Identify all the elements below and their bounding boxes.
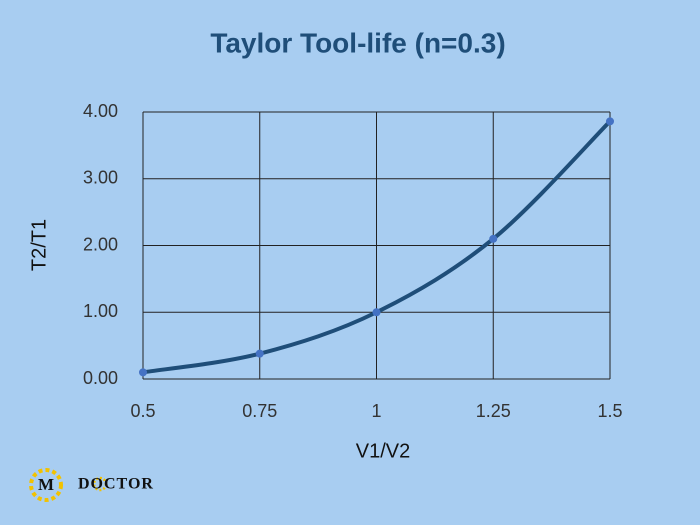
- logo-gear-small: [92, 476, 108, 492]
- data-point: [606, 117, 614, 126]
- x-tick-label: 1.5: [597, 401, 622, 421]
- y-tick-label: 2.00: [83, 234, 118, 254]
- x-tick-label: 1: [371, 401, 381, 421]
- y-axis-label: T2/T1: [28, 219, 50, 271]
- logo-text: DOCTOR: [78, 476, 154, 493]
- data-point: [489, 234, 498, 243]
- y-tick-label: 3.00: [83, 168, 118, 188]
- data-point: [139, 368, 147, 377]
- logo-letter: M: [38, 475, 54, 494]
- logo: M DOCTOR: [29, 468, 154, 502]
- x-tick-label: 0.5: [130, 401, 155, 421]
- chart-title: Taylor Tool-life (n=0.3): [210, 27, 505, 58]
- x-tick-label: 1.25: [476, 401, 511, 421]
- data-point: [255, 349, 264, 358]
- x-axis-label: V1/V2: [356, 440, 410, 462]
- y-tick-label: 1.00: [83, 301, 118, 321]
- logo-gear: [29, 468, 63, 502]
- y-tick-label: 0.00: [83, 368, 118, 388]
- data-point: [372, 308, 381, 317]
- y-tick-label: 4.00: [83, 101, 118, 121]
- x-tick-label: 0.75: [242, 401, 277, 421]
